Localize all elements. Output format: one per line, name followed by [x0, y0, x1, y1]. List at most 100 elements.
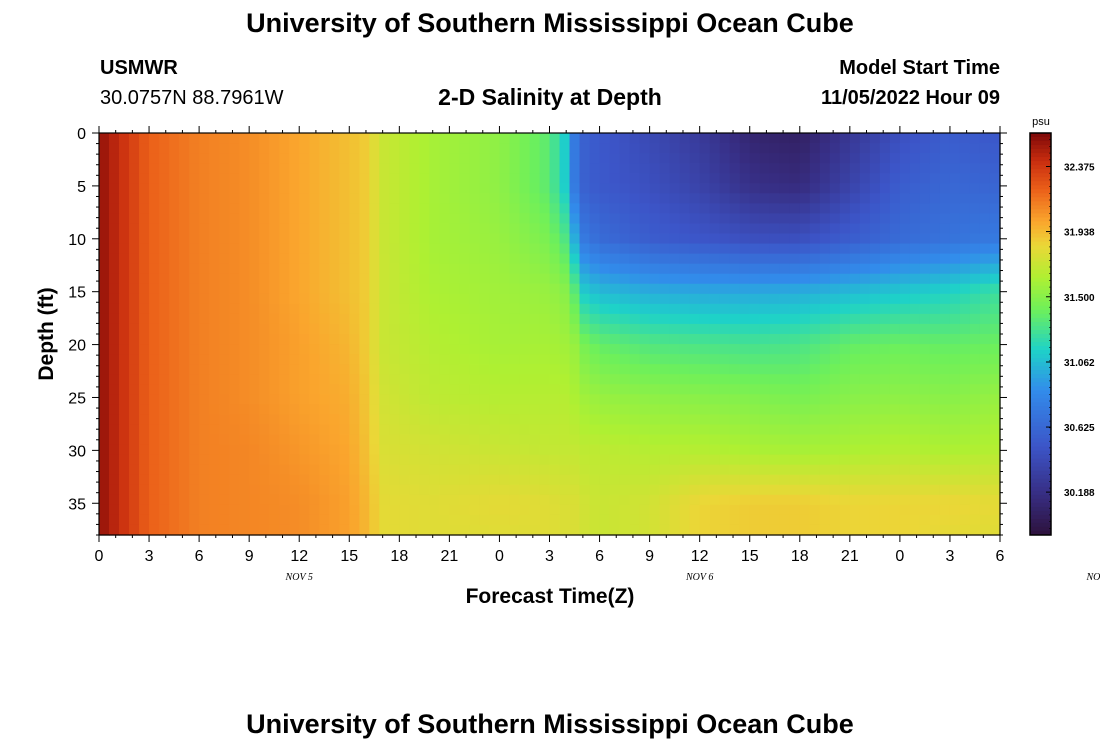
heatmap-cell	[479, 374, 491, 385]
heatmap-cell	[879, 173, 891, 184]
heatmap-cell	[579, 404, 591, 415]
heatmap-cell	[209, 243, 220, 255]
heatmap-cell	[889, 354, 901, 365]
heatmap-cell	[959, 444, 971, 456]
heatmap-cell	[799, 173, 811, 184]
heatmap-cell	[709, 424, 721, 436]
heatmap-cell	[949, 414, 961, 426]
heatmap-cell	[319, 384, 330, 395]
heatmap-cell	[439, 374, 450, 385]
heatmap-cell	[99, 444, 110, 456]
heatmap-cell	[579, 454, 591, 466]
heatmap-cell	[739, 283, 751, 295]
heatmap-cell	[729, 303, 741, 315]
heatmap-cell	[339, 323, 350, 335]
heatmap-cell	[469, 354, 481, 365]
heatmap-cell	[749, 494, 761, 506]
heatmap-cell	[829, 253, 841, 265]
heatmap-cell	[729, 243, 741, 255]
heatmap-cell	[159, 183, 170, 194]
heatmap-cell	[429, 223, 440, 235]
heatmap-cell	[829, 434, 841, 446]
heatmap-cell	[199, 203, 210, 214]
heatmap-cell	[769, 273, 781, 285]
heatmap-cell	[209, 364, 220, 375]
heatmap-cell	[109, 354, 120, 365]
heatmap-cell	[119, 223, 130, 235]
heatmap-cell	[649, 213, 661, 225]
heatmap-cell	[279, 394, 290, 405]
heatmap-cell	[859, 213, 871, 225]
heatmap-cell	[179, 233, 190, 245]
heatmap-cell	[829, 334, 841, 345]
heatmap-cell	[819, 233, 831, 245]
heatmap-cell	[629, 163, 641, 174]
heatmap-cell	[409, 183, 420, 194]
heatmap-cell	[359, 354, 370, 365]
heatmap-cell	[369, 424, 380, 436]
heatmap-cell	[849, 444, 861, 456]
heatmap-cell	[789, 323, 801, 335]
heatmap-cell	[709, 344, 721, 355]
heatmap-cell	[909, 213, 921, 225]
heatmap-cell	[689, 213, 701, 225]
heatmap-cell	[119, 454, 130, 466]
heatmap-cell	[869, 434, 881, 446]
heatmap-cell	[619, 223, 631, 235]
heatmap-cell	[579, 334, 591, 345]
heatmap-cell	[239, 454, 250, 466]
heatmap-cell	[119, 364, 130, 375]
heatmap-cell	[389, 243, 400, 255]
colorbar-tick-label: 32.375	[1064, 163, 1095, 174]
heatmap-cell	[269, 484, 280, 496]
heatmap-cell	[359, 424, 370, 436]
heatmap-cell	[899, 273, 911, 285]
heatmap-cell	[269, 303, 280, 315]
heatmap-cell	[759, 283, 771, 295]
heatmap-cell	[479, 213, 491, 225]
heatmap-cell	[879, 514, 891, 526]
heatmap-cell	[299, 243, 310, 255]
heatmap-cell	[349, 303, 360, 315]
heatmap-cell	[359, 253, 370, 265]
heatmap-cell	[279, 273, 290, 285]
heatmap-cell	[799, 323, 811, 335]
heatmap-cell	[119, 213, 130, 225]
heatmap-cell	[109, 313, 120, 325]
heatmap-cell	[179, 153, 190, 164]
heatmap-cell	[599, 243, 611, 255]
heatmap-cell	[519, 303, 531, 315]
heatmap-cell	[389, 484, 400, 496]
heatmap-cell	[419, 404, 430, 415]
heatmap-cell	[589, 293, 601, 305]
heatmap-cell	[519, 153, 531, 164]
heatmap-cell	[229, 424, 240, 436]
heatmap-cell	[509, 424, 521, 436]
heatmap-cell	[989, 303, 1001, 315]
heatmap-cell	[109, 394, 120, 405]
heatmap-cell	[969, 364, 981, 375]
heatmap-cell	[869, 344, 881, 355]
heatmap-cell	[629, 414, 641, 426]
heatmap-cell	[849, 323, 861, 335]
heatmap-cell	[979, 183, 991, 194]
colorbar-swatch	[1030, 137, 1051, 142]
heatmap-cell	[99, 414, 110, 426]
heatmap-cell	[609, 474, 621, 486]
heatmap-cell	[529, 444, 541, 456]
heatmap-cell	[749, 474, 761, 486]
heatmap-cell	[429, 334, 440, 345]
heatmap-cell	[509, 323, 521, 335]
heatmap-cell	[339, 354, 350, 365]
heatmap-cell	[549, 273, 561, 285]
heatmap-cell	[689, 143, 701, 154]
heatmap-cell	[439, 384, 450, 395]
heatmap-cell	[909, 143, 921, 154]
heatmap-cell	[519, 183, 531, 194]
heatmap-cell	[489, 364, 501, 375]
heatmap-cell	[739, 454, 751, 466]
heatmap-cell	[419, 464, 430, 476]
heatmap-cell	[439, 454, 450, 466]
heatmap-cell	[589, 484, 601, 496]
heatmap-cell	[309, 454, 320, 466]
